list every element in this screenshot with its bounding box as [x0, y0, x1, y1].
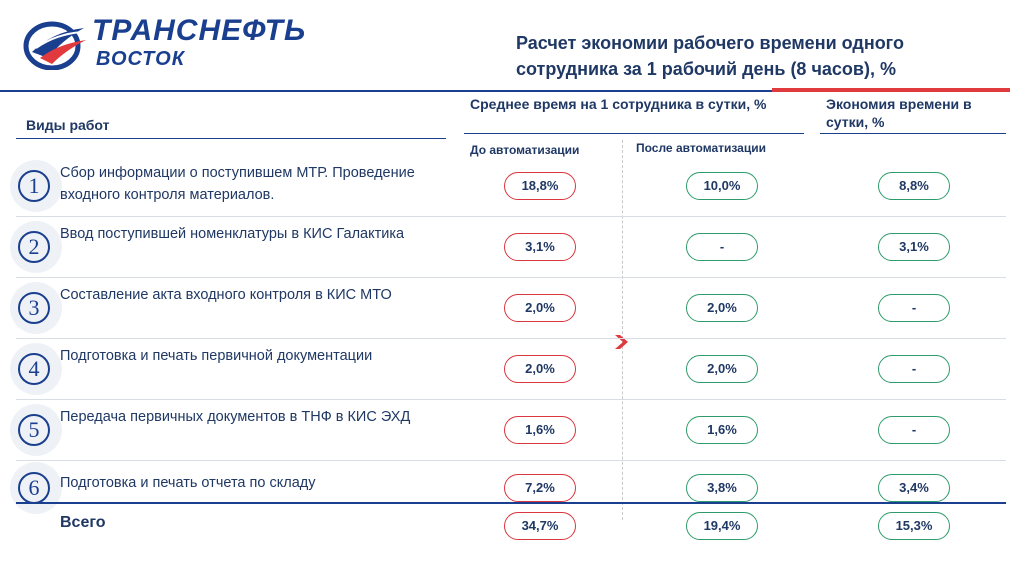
subheader-after: После автоматизации	[636, 141, 766, 155]
row-label: Передача первичных документов в ТНФ в КИ…	[60, 409, 411, 425]
total-label: Всего	[60, 514, 106, 531]
row-divider	[16, 460, 1006, 461]
header-accent-bar	[772, 88, 1010, 92]
row-divider	[16, 216, 1006, 217]
page-title: Расчет экономии рабочего времени одного …	[516, 33, 904, 79]
before-value: 2,0%	[504, 294, 576, 322]
column-header-economy: Экономия времени в сутки, %	[826, 96, 972, 130]
total-after-value: 19,4%	[686, 512, 758, 540]
header-underline	[820, 133, 1006, 134]
row-number: 1	[18, 170, 50, 202]
economy-value: 8,8%	[878, 172, 950, 200]
row-divider	[16, 277, 1006, 278]
after-value: 2,0%	[686, 355, 758, 383]
header-divider	[0, 90, 772, 92]
economy-value: 3,4%	[878, 474, 950, 502]
column-header-avg-time: Среднее время на 1 сотрудника в сутки, %	[470, 96, 767, 112]
brand-name: ТРАНСНЕФТЬ ВОСТОК	[92, 14, 306, 70]
row-label: Составление акта входного контроля в КИС…	[60, 287, 392, 303]
economy-value: -	[878, 294, 950, 322]
column-header-types: Виды работ	[26, 117, 110, 133]
row-label: Подготовка и печать первичной документац…	[60, 348, 373, 364]
row-number: 4	[18, 353, 50, 385]
after-value: 3,8%	[686, 474, 758, 502]
economy-value: -	[878, 355, 950, 383]
before-value: 3,1%	[504, 233, 576, 261]
after-value: 1,6%	[686, 416, 758, 444]
before-value: 1,6%	[504, 416, 576, 444]
row-number: 3	[18, 292, 50, 324]
row-number: 2	[18, 231, 50, 263]
column-separator	[622, 140, 623, 520]
economy-value: -	[878, 416, 950, 444]
row-number: 5	[18, 414, 50, 446]
economy-value: 3,1%	[878, 233, 950, 261]
brand-line2: ВОСТОК	[96, 48, 185, 70]
row-label: Ввод поступившей номенклатуры в КИС Гала…	[60, 226, 405, 242]
row-label: Подготовка и печать отчета по складу	[60, 475, 316, 491]
after-value: -	[686, 233, 758, 261]
before-value: 18,8%	[504, 172, 576, 200]
total-economy-value: 15,3%	[878, 512, 950, 540]
total-before-value: 34,7%	[504, 512, 576, 540]
transneft-logo-icon	[23, 21, 86, 70]
before-value: 7,2%	[504, 474, 576, 502]
row-number: 6	[18, 472, 50, 504]
row-label: Сбор информации о поступившем МТР. Прове…	[60, 165, 415, 203]
header-underline	[16, 138, 446, 139]
after-value: 10,0%	[686, 172, 758, 200]
brand-line1: ТРАНСНЕФТЬ	[92, 14, 307, 47]
subheader-before: До автоматизации	[470, 143, 580, 157]
before-value: 2,0%	[504, 355, 576, 383]
after-value: 2,0%	[686, 294, 758, 322]
total-divider	[16, 502, 1006, 504]
header-underline	[464, 133, 804, 134]
row-divider	[16, 399, 1006, 400]
chevron-right-icon	[615, 335, 628, 349]
row-divider	[16, 338, 1006, 339]
